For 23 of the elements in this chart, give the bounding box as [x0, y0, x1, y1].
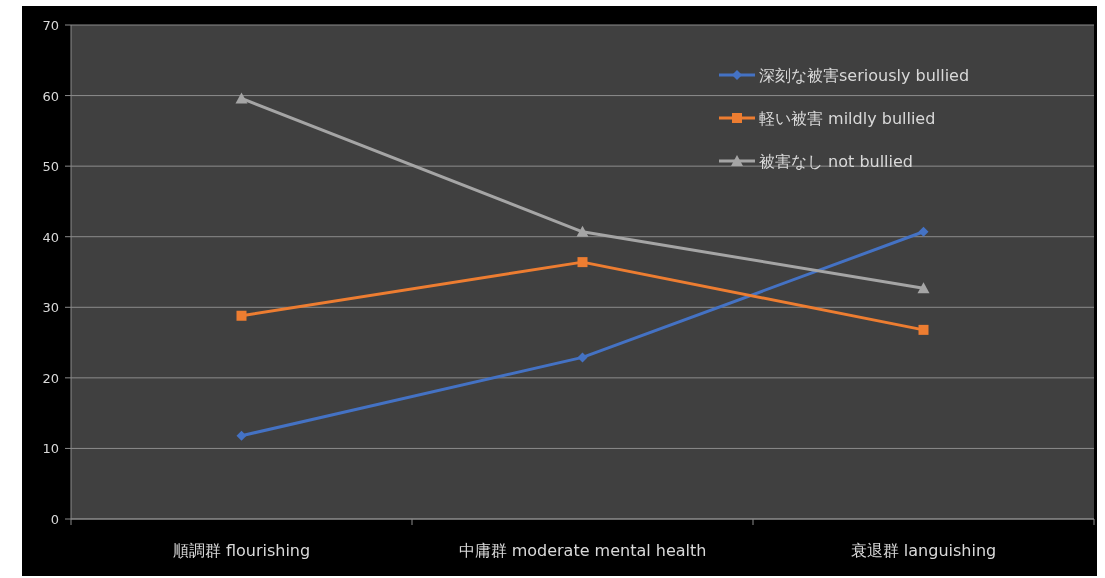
- point: [577, 352, 588, 363]
- point: [235, 92, 248, 104]
- y-tick-label: 40: [42, 229, 59, 245]
- y-tick-label: 10: [42, 441, 59, 457]
- point: [577, 257, 588, 268]
- point: [917, 282, 930, 294]
- point: [918, 226, 929, 237]
- legend-label: 被害なし not bullied: [759, 152, 914, 171]
- x-tick-label: 中庸群 moderate mental health: [458, 541, 707, 560]
- point: [918, 324, 929, 335]
- point: [236, 310, 247, 321]
- point: [236, 430, 247, 441]
- legend-label: 深刻な被害seriously bullied: [759, 66, 970, 85]
- y-tick-label: 0: [50, 512, 59, 527]
- y-tick-label: 70: [42, 18, 59, 33]
- y-tick-label: 20: [42, 370, 59, 386]
- x-tick-label: 順調群 flourishing: [172, 541, 311, 560]
- y-tick-label: 30: [42, 300, 59, 316]
- x-tick-label: 衰退群 languishing: [850, 541, 997, 560]
- y-tick-label: 50: [42, 159, 59, 175]
- point: [576, 225, 589, 237]
- legend-label: 軽い被害 mildly bullied: [759, 109, 936, 128]
- y-tick-label: 60: [42, 88, 59, 104]
